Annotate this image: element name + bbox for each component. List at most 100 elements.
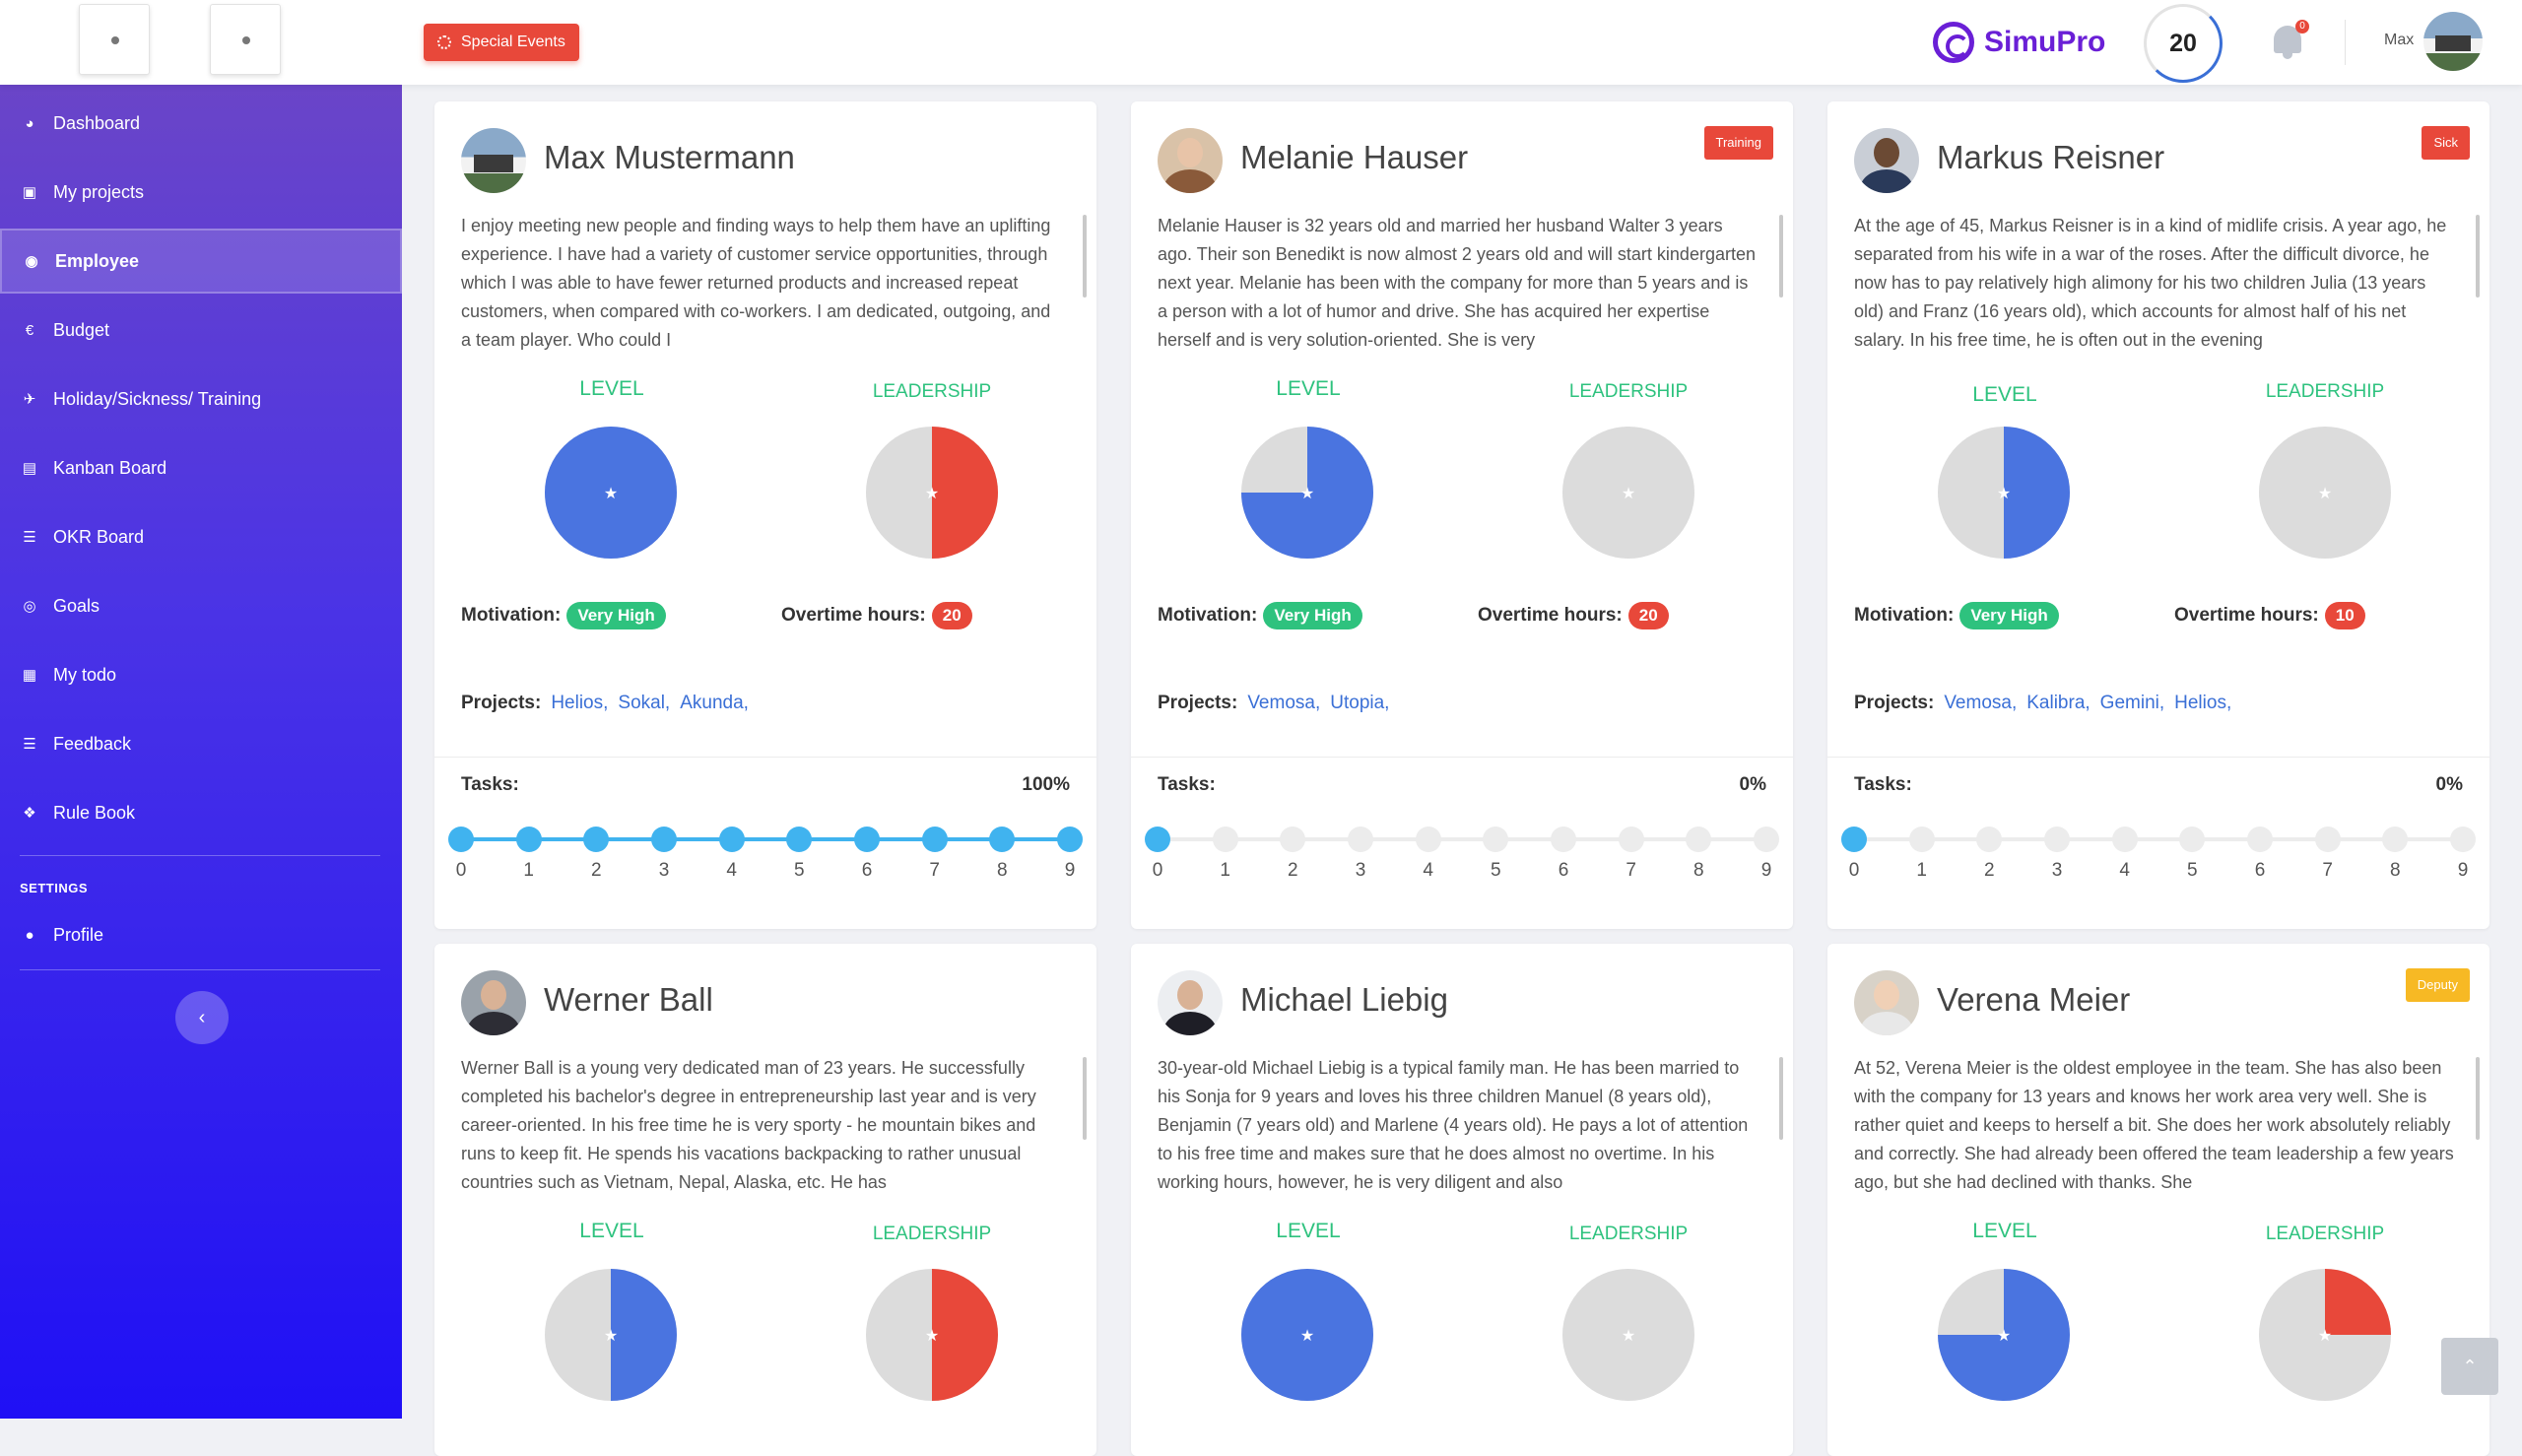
employee-name[interactable]: Michael Liebig: [1240, 981, 1448, 1018]
project-link[interactable]: Helios,: [2174, 693, 2232, 713]
employee-name[interactable]: Max Mustermann: [544, 139, 795, 175]
task-step-dot[interactable]: [2179, 827, 2206, 852]
task-step-dot[interactable]: [1686, 827, 1712, 852]
task-step-dot[interactable]: [989, 827, 1016, 852]
task-step-dot[interactable]: [651, 827, 677, 852]
user-avatar[interactable]: [2423, 12, 2483, 71]
leadership-pie: ★: [2259, 1269, 2391, 1401]
task-step-dot[interactable]: [786, 827, 813, 852]
sidebar-item-3[interactable]: € Budget: [0, 298, 402, 363]
leadership-pie-track: [1562, 427, 1694, 559]
task-step-dot[interactable]: [1841, 827, 1867, 852]
status-badge: Deputy: [2405, 968, 2470, 1002]
project-link[interactable]: Vemosa,: [1247, 693, 1321, 713]
description-scrollbar[interactable]: [1779, 1057, 1783, 1140]
project-link[interactable]: Utopia,: [1330, 693, 1390, 713]
task-step-dot[interactable]: [583, 827, 610, 852]
user-name[interactable]: Max: [2384, 32, 2415, 48]
task-step-dot[interactable]: [1057, 827, 1083, 852]
employee-name[interactable]: Markus Reisner: [1937, 139, 2165, 175]
sidebar-item-2[interactable]: ◉ Employee: [0, 229, 402, 294]
level-pie-star-icon: ★: [1997, 1326, 2011, 1345]
description-scrollbar[interactable]: [2476, 215, 2480, 298]
task-step-dot[interactable]: [1908, 827, 1935, 852]
logo[interactable]: SimuPro: [1933, 20, 2105, 65]
task-step-dot[interactable]: [2044, 827, 2070, 852]
sidebar-item-8[interactable]: ▦ My todo: [0, 642, 402, 707]
task-step-dot[interactable]: [1551, 827, 1576, 852]
description-scrollbar[interactable]: [2476, 1057, 2480, 1140]
task-step-dot[interactable]: [1976, 827, 2003, 852]
task-step-dot[interactable]: [2111, 827, 2138, 852]
task-step-dot[interactable]: [2450, 827, 2476, 852]
task-step-dot[interactable]: [2247, 827, 2273, 852]
project-link[interactable]: Sokal,: [618, 693, 671, 713]
task-step-dot[interactable]: [854, 827, 880, 852]
description-scrollbar[interactable]: [1779, 215, 1783, 298]
scroll-to-top-button[interactable]: ⌃: [2441, 1338, 2498, 1395]
window-button-1[interactable]: [79, 4, 150, 75]
window-button-2[interactable]: [210, 4, 281, 75]
notifications-button[interactable]: 0: [2272, 20, 2309, 61]
sidebar-item-9[interactable]: ☰ Feedback: [0, 711, 402, 776]
project-link[interactable]: Kalibra,: [2026, 693, 2091, 713]
task-step-dot[interactable]: [1483, 827, 1509, 852]
sidebar-item-5[interactable]: ▤ Kanban Board: [0, 435, 402, 500]
task-step-dot[interactable]: [1212, 827, 1238, 852]
level-label: LEVEL: [1276, 1220, 1341, 1242]
level-pie: ★: [545, 1269, 677, 1401]
employee-name[interactable]: Werner Ball: [544, 981, 713, 1018]
level-pie-star-icon: ★: [604, 484, 618, 502]
sidebar-item-6[interactable]: ☰ OKR Board: [0, 504, 402, 569]
task-step-dot[interactable]: [2314, 827, 2341, 852]
project-link[interactable]: Vemosa,: [1944, 693, 2018, 713]
task-step-number: 8: [997, 860, 1008, 881]
task-step-dot[interactable]: [1145, 827, 1170, 852]
sidebar-item-4[interactable]: ✈ Holiday/Sickness/ Training: [0, 366, 402, 431]
motivation-label: Motivation:: [461, 605, 562, 626]
sidebar-item-label: Dashboard: [53, 112, 141, 133]
sidebar-item-7[interactable]: ◎ Goals: [0, 573, 402, 638]
employee-card[interactable]: Max Mustermann I enjoy meeting new people…: [434, 101, 1096, 929]
employee-description: At the age of 45, Markus Reisner is in a…: [1854, 216, 2447, 350]
task-step-dot[interactable]: [921, 827, 948, 852]
task-step-number: 7: [2322, 860, 2333, 881]
task-step-dot[interactable]: [1280, 827, 1306, 852]
tasks-track: [461, 837, 1070, 841]
task-step-dot[interactable]: [515, 827, 542, 852]
task-step-dot[interactable]: [1618, 827, 1644, 852]
project-link[interactable]: Akunda,: [680, 693, 749, 713]
sidebar-item-profile[interactable]: ● Profile: [0, 902, 402, 967]
employee-card[interactable]: Verena Meier Deputy At 52, Verena Meier is…: [1827, 944, 2489, 1456]
leadership-label: LEADERSHIP: [2265, 381, 2385, 402]
description-scrollbar[interactable]: [1083, 215, 1087, 298]
collapse-sidebar-button[interactable]: ‹: [175, 991, 229, 1044]
sidebar-item-1[interactable]: ▣ My projects: [0, 160, 402, 225]
motivation-row: Motivation: Very High: [461, 602, 666, 629]
task-step-dot[interactable]: [1348, 827, 1373, 852]
employee-card[interactable]: Michael Liebig 30-year-old Michael Liebig…: [1131, 944, 1793, 1456]
sidebar-item-label: Rule Book: [53, 802, 136, 823]
special-events-button[interactable]: Special Events: [424, 24, 579, 61]
projects-label: Projects:: [1854, 693, 1935, 713]
project-link[interactable]: Gemini,: [2099, 693, 2165, 713]
employee-card[interactable]: Melanie Hauser Training Melanie Hauser is …: [1131, 101, 1793, 929]
task-step-dot[interactable]: [718, 827, 745, 852]
sidebar-divider: [20, 855, 380, 856]
employee-card[interactable]: Markus Reisner Sick At the age of 45, Mark…: [1827, 101, 2489, 929]
sidebar-item-10[interactable]: ❖ Rule Book: [0, 780, 402, 845]
project-link[interactable]: Helios,: [551, 693, 609, 713]
overtime-label: Overtime hours:: [2174, 605, 2319, 626]
task-step-dot[interactable]: [1415, 827, 1441, 852]
task-step-dot[interactable]: [448, 827, 474, 852]
level-chart: ★: [1938, 1269, 2070, 1401]
euro-icon: €: [25, 321, 34, 339]
sidebar-item-0[interactable]: ◕ Dashboard: [0, 91, 402, 156]
employee-card[interactable]: Werner Ball Werner Ball is a young very d…: [434, 944, 1096, 1456]
description-scrollbar[interactable]: [1083, 1057, 1087, 1140]
task-step-dot[interactable]: [2382, 827, 2409, 852]
task-step-dot[interactable]: [1754, 827, 1779, 852]
score-ring[interactable]: 20: [2144, 4, 2223, 83]
employee-name[interactable]: Verena Meier: [1937, 981, 2131, 1018]
employee-name[interactable]: Melanie Hauser: [1240, 139, 1469, 175]
